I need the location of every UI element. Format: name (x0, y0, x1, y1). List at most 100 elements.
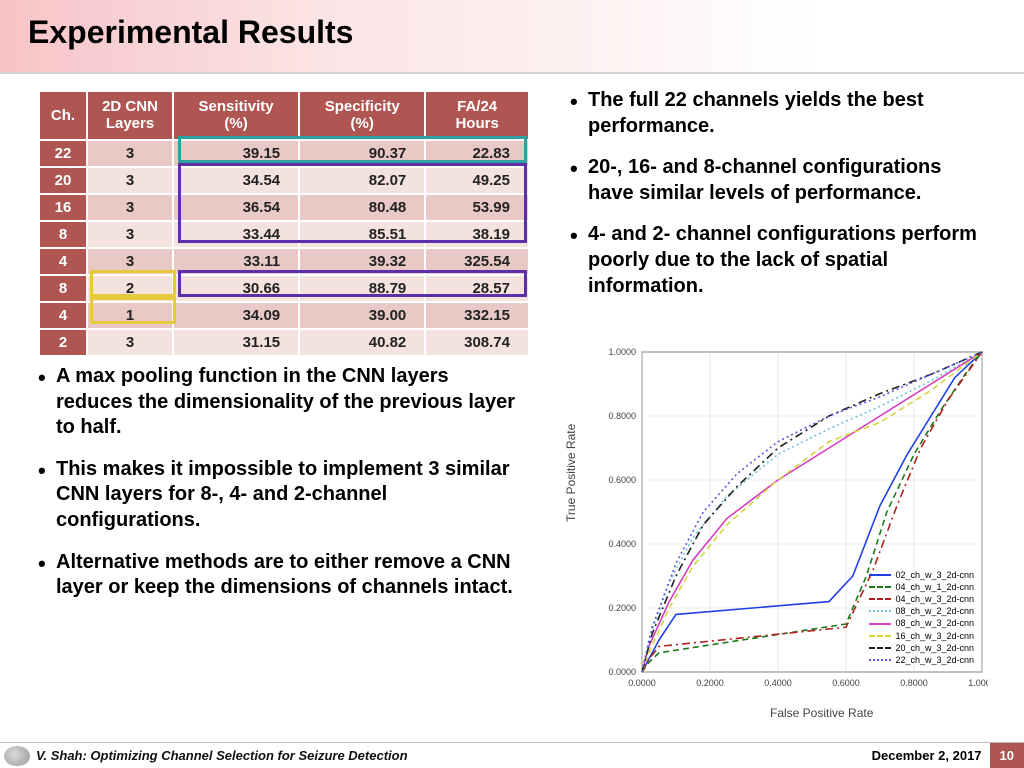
table-row: 4134.0939.00332.15 (39, 302, 529, 329)
table-cell: 22 (39, 140, 87, 167)
table-cell: 2 (87, 275, 173, 302)
page-number: 10 (990, 743, 1024, 768)
slide-body: Ch.2D CNNLayersSensitivity(%)Specificity… (0, 74, 1024, 92)
table-cell: 34.54 (173, 167, 299, 194)
table-cell: 3 (87, 329, 173, 356)
roc-chart: True Positive Rate 0.00000.00000.20000.2… (570, 342, 990, 722)
bullet-item: This makes it impossible to implement 3 … (38, 457, 528, 534)
table-cell: 33.11 (173, 248, 299, 275)
svg-text:0.6000: 0.6000 (608, 475, 636, 485)
footer-date: December 2, 2017 (872, 748, 982, 763)
table-cell: 33.44 (173, 221, 299, 248)
legend-item: 20_ch_w_3_2d-cnn (869, 642, 974, 654)
chart-xlabel: False Positive Rate (770, 706, 873, 720)
svg-text:0.8000: 0.8000 (608, 411, 636, 421)
chart-legend: 02_ch_w_3_2d-cnn04_ch_w_1_2d-cnn04_ch_w_… (869, 569, 974, 666)
table-cell: 49.25 (425, 167, 529, 194)
brain-icon (4, 746, 30, 766)
footer-title: V. Shah: Optimizing Channel Selection fo… (36, 748, 408, 763)
table-cell: 2 (39, 329, 87, 356)
table-cell: 3 (87, 221, 173, 248)
bullet-item: 20-, 16- and 8-channel configurations ha… (570, 155, 990, 206)
bullets-right: The full 22 channels yields the best per… (570, 88, 990, 315)
table-cell: 80.48 (299, 194, 425, 221)
slide-footer: V. Shah: Optimizing Channel Selection fo… (0, 742, 1024, 768)
legend-label: 08_ch_w_2_2d-cnn (895, 605, 974, 617)
svg-text:1.0000: 1.0000 (608, 347, 636, 357)
svg-text:1.0000: 1.0000 (968, 678, 988, 688)
table-cell: 8 (39, 221, 87, 248)
svg-text:0.4000: 0.4000 (764, 678, 792, 688)
svg-text:0.4000: 0.4000 (608, 539, 636, 549)
table-cell: 39.15 (173, 140, 299, 167)
results-table-wrap: Ch.2D CNNLayersSensitivity(%)Specificity… (38, 90, 530, 357)
bullet-item: A max pooling function in the CNN layers… (38, 364, 528, 441)
table-cell: 8 (39, 275, 87, 302)
svg-text:0.6000: 0.6000 (832, 678, 860, 688)
table-header: FA/24Hours (425, 91, 529, 140)
table-cell: 4 (39, 248, 87, 275)
legend-label: 16_ch_w_3_2d-cnn (895, 630, 974, 642)
bullet-item: The full 22 channels yields the best per… (570, 88, 990, 139)
table-cell: 30.66 (173, 275, 299, 302)
table-cell: 85.51 (299, 221, 425, 248)
legend-item: 22_ch_w_3_2d-cnn (869, 654, 974, 666)
table-cell: 16 (39, 194, 87, 221)
legend-item: 04_ch_w_3_2d-cnn (869, 593, 974, 605)
legend-label: 08_ch_w_3_2d-cnn (895, 617, 974, 629)
table-row: 8333.4485.5138.19 (39, 221, 529, 248)
table-cell: 40.82 (299, 329, 425, 356)
table-cell: 82.07 (299, 167, 425, 194)
table-cell: 308.74 (425, 329, 529, 356)
slide-title: Experimental Results (28, 14, 1024, 51)
legend-item: 08_ch_w_2_2d-cnn (869, 605, 974, 617)
table-cell: 34.09 (173, 302, 299, 329)
table-cell: 3 (87, 248, 173, 275)
legend-item: 16_ch_w_3_2d-cnn (869, 630, 974, 642)
table-header: Sensitivity(%) (173, 91, 299, 140)
legend-item: 02_ch_w_3_2d-cnn (869, 569, 974, 581)
table-cell: 4 (39, 302, 87, 329)
table-cell: 28.57 (425, 275, 529, 302)
table-cell: 1 (87, 302, 173, 329)
bullet-item: Alternative methods are to either remove… (38, 550, 528, 601)
legend-label: 04_ch_w_3_2d-cnn (895, 593, 974, 605)
slide-header: Experimental Results (0, 0, 1024, 74)
chart-ylabel: True Positive Rate (564, 424, 578, 522)
results-table: Ch.2D CNNLayersSensitivity(%)Specificity… (38, 90, 530, 357)
legend-item: 04_ch_w_1_2d-cnn (869, 581, 974, 593)
legend-label: 22_ch_w_3_2d-cnn (895, 654, 974, 666)
legend-label: 20_ch_w_3_2d-cnn (895, 642, 974, 654)
table-row: 8230.6688.7928.57 (39, 275, 529, 302)
svg-text:0.2000: 0.2000 (608, 603, 636, 613)
table-cell: 38.19 (425, 221, 529, 248)
svg-text:0.8000: 0.8000 (900, 678, 928, 688)
table-cell: 36.54 (173, 194, 299, 221)
table-cell: 3 (87, 140, 173, 167)
bullet-item: 4- and 2- channel configurations perform… (570, 222, 990, 299)
legend-label: 02_ch_w_3_2d-cnn (895, 569, 974, 581)
table-cell: 325.54 (425, 248, 529, 275)
table-cell: 88.79 (299, 275, 425, 302)
table-row: 22339.1590.3722.83 (39, 140, 529, 167)
table-cell: 53.99 (425, 194, 529, 221)
table-row: 2331.1540.82308.74 (39, 329, 529, 356)
table-cell: 31.15 (173, 329, 299, 356)
svg-text:0.0000: 0.0000 (628, 678, 656, 688)
table-cell: 3 (87, 194, 173, 221)
table-cell: 39.00 (299, 302, 425, 329)
table-cell: 20 (39, 167, 87, 194)
table-cell: 39.32 (299, 248, 425, 275)
bullets-left: A max pooling function in the CNN layers… (38, 364, 528, 617)
table-cell: 90.37 (299, 140, 425, 167)
table-header: Ch. (39, 91, 87, 140)
table-header: Specificity(%) (299, 91, 425, 140)
table-row: 4333.1139.32325.54 (39, 248, 529, 275)
table-cell: 332.15 (425, 302, 529, 329)
table-cell: 22.83 (425, 140, 529, 167)
table-cell: 3 (87, 167, 173, 194)
table-header: 2D CNNLayers (87, 91, 173, 140)
table-row: 20334.5482.0749.25 (39, 167, 529, 194)
table-row: 16336.5480.4853.99 (39, 194, 529, 221)
svg-text:0.0000: 0.0000 (608, 667, 636, 677)
